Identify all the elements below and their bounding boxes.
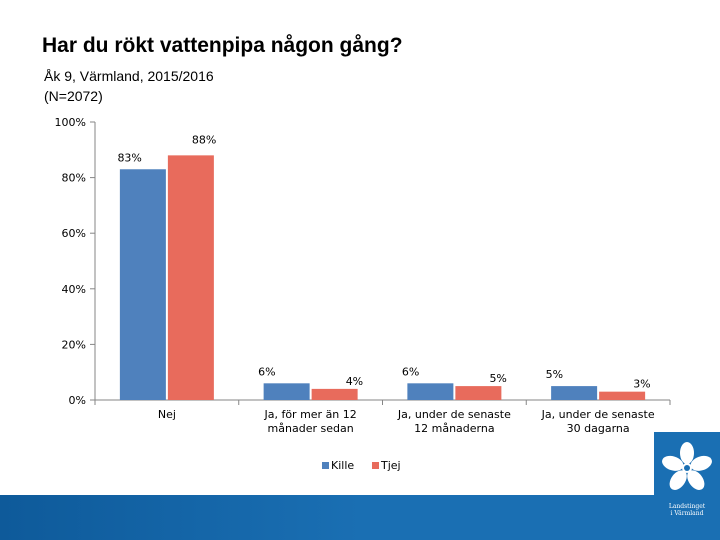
bar-kille <box>551 386 598 400</box>
logo-text-line-1: Landstinget <box>668 503 706 510</box>
logo-text-line-2: i Värmland <box>670 510 704 517</box>
x-category-label: Ja, under de senaste <box>541 408 655 421</box>
bar-tjej <box>599 391 646 400</box>
bar-tjej <box>455 386 502 400</box>
y-tick-label: 20% <box>62 338 86 351</box>
x-category-label: Nej <box>158 408 176 421</box>
legend-swatch-kille <box>322 462 329 469</box>
subtitle-line-2: (N=2072) <box>44 88 103 104</box>
data-label: 6% <box>402 365 419 378</box>
y-tick-label: 100% <box>55 116 86 129</box>
legend-label-kille: Kille <box>331 459 354 472</box>
data-label: 5% <box>489 372 506 385</box>
x-category-label: Ja, under de senaste <box>397 408 511 421</box>
data-label: 4% <box>346 375 363 388</box>
y-tick-label: 0% <box>69 394 86 407</box>
y-tick-label: 60% <box>62 227 86 240</box>
x-category-label: Ja, för mer än 12 <box>263 408 356 421</box>
flower-logo-icon <box>662 442 712 490</box>
y-tick-label: 80% <box>62 172 86 185</box>
bar-kille <box>407 383 454 400</box>
x-category-label: 30 dagarna <box>567 422 630 435</box>
footer-band <box>0 495 720 540</box>
bar-kille <box>119 169 166 400</box>
data-label: 88% <box>192 133 216 146</box>
y-tick-label: 40% <box>62 283 86 296</box>
x-category-label: 12 månaderna <box>414 422 494 435</box>
data-label: 3% <box>633 378 650 391</box>
subtitle-line-1: Åk 9, Värmland, 2015/2016 <box>44 68 214 84</box>
bar-tjej <box>167 155 214 400</box>
chart-title: Har du rökt vattenpipa någon gång? <box>42 34 403 57</box>
logo: Landstinget i Värmland <box>654 432 720 525</box>
data-label: 5% <box>546 368 563 381</box>
legend-swatch-tjej <box>372 462 379 469</box>
bar-tjej <box>311 388 358 400</box>
data-label: 6% <box>258 365 275 378</box>
legend-label-tjej: Tjej <box>380 459 401 472</box>
x-category-label: månader sedan <box>268 422 354 435</box>
bar-kille <box>263 383 310 400</box>
data-label: 83% <box>117 151 141 164</box>
chart-subtitle: Åk 9, Värmland, 2015/2016 (N=2072) <box>44 66 214 106</box>
